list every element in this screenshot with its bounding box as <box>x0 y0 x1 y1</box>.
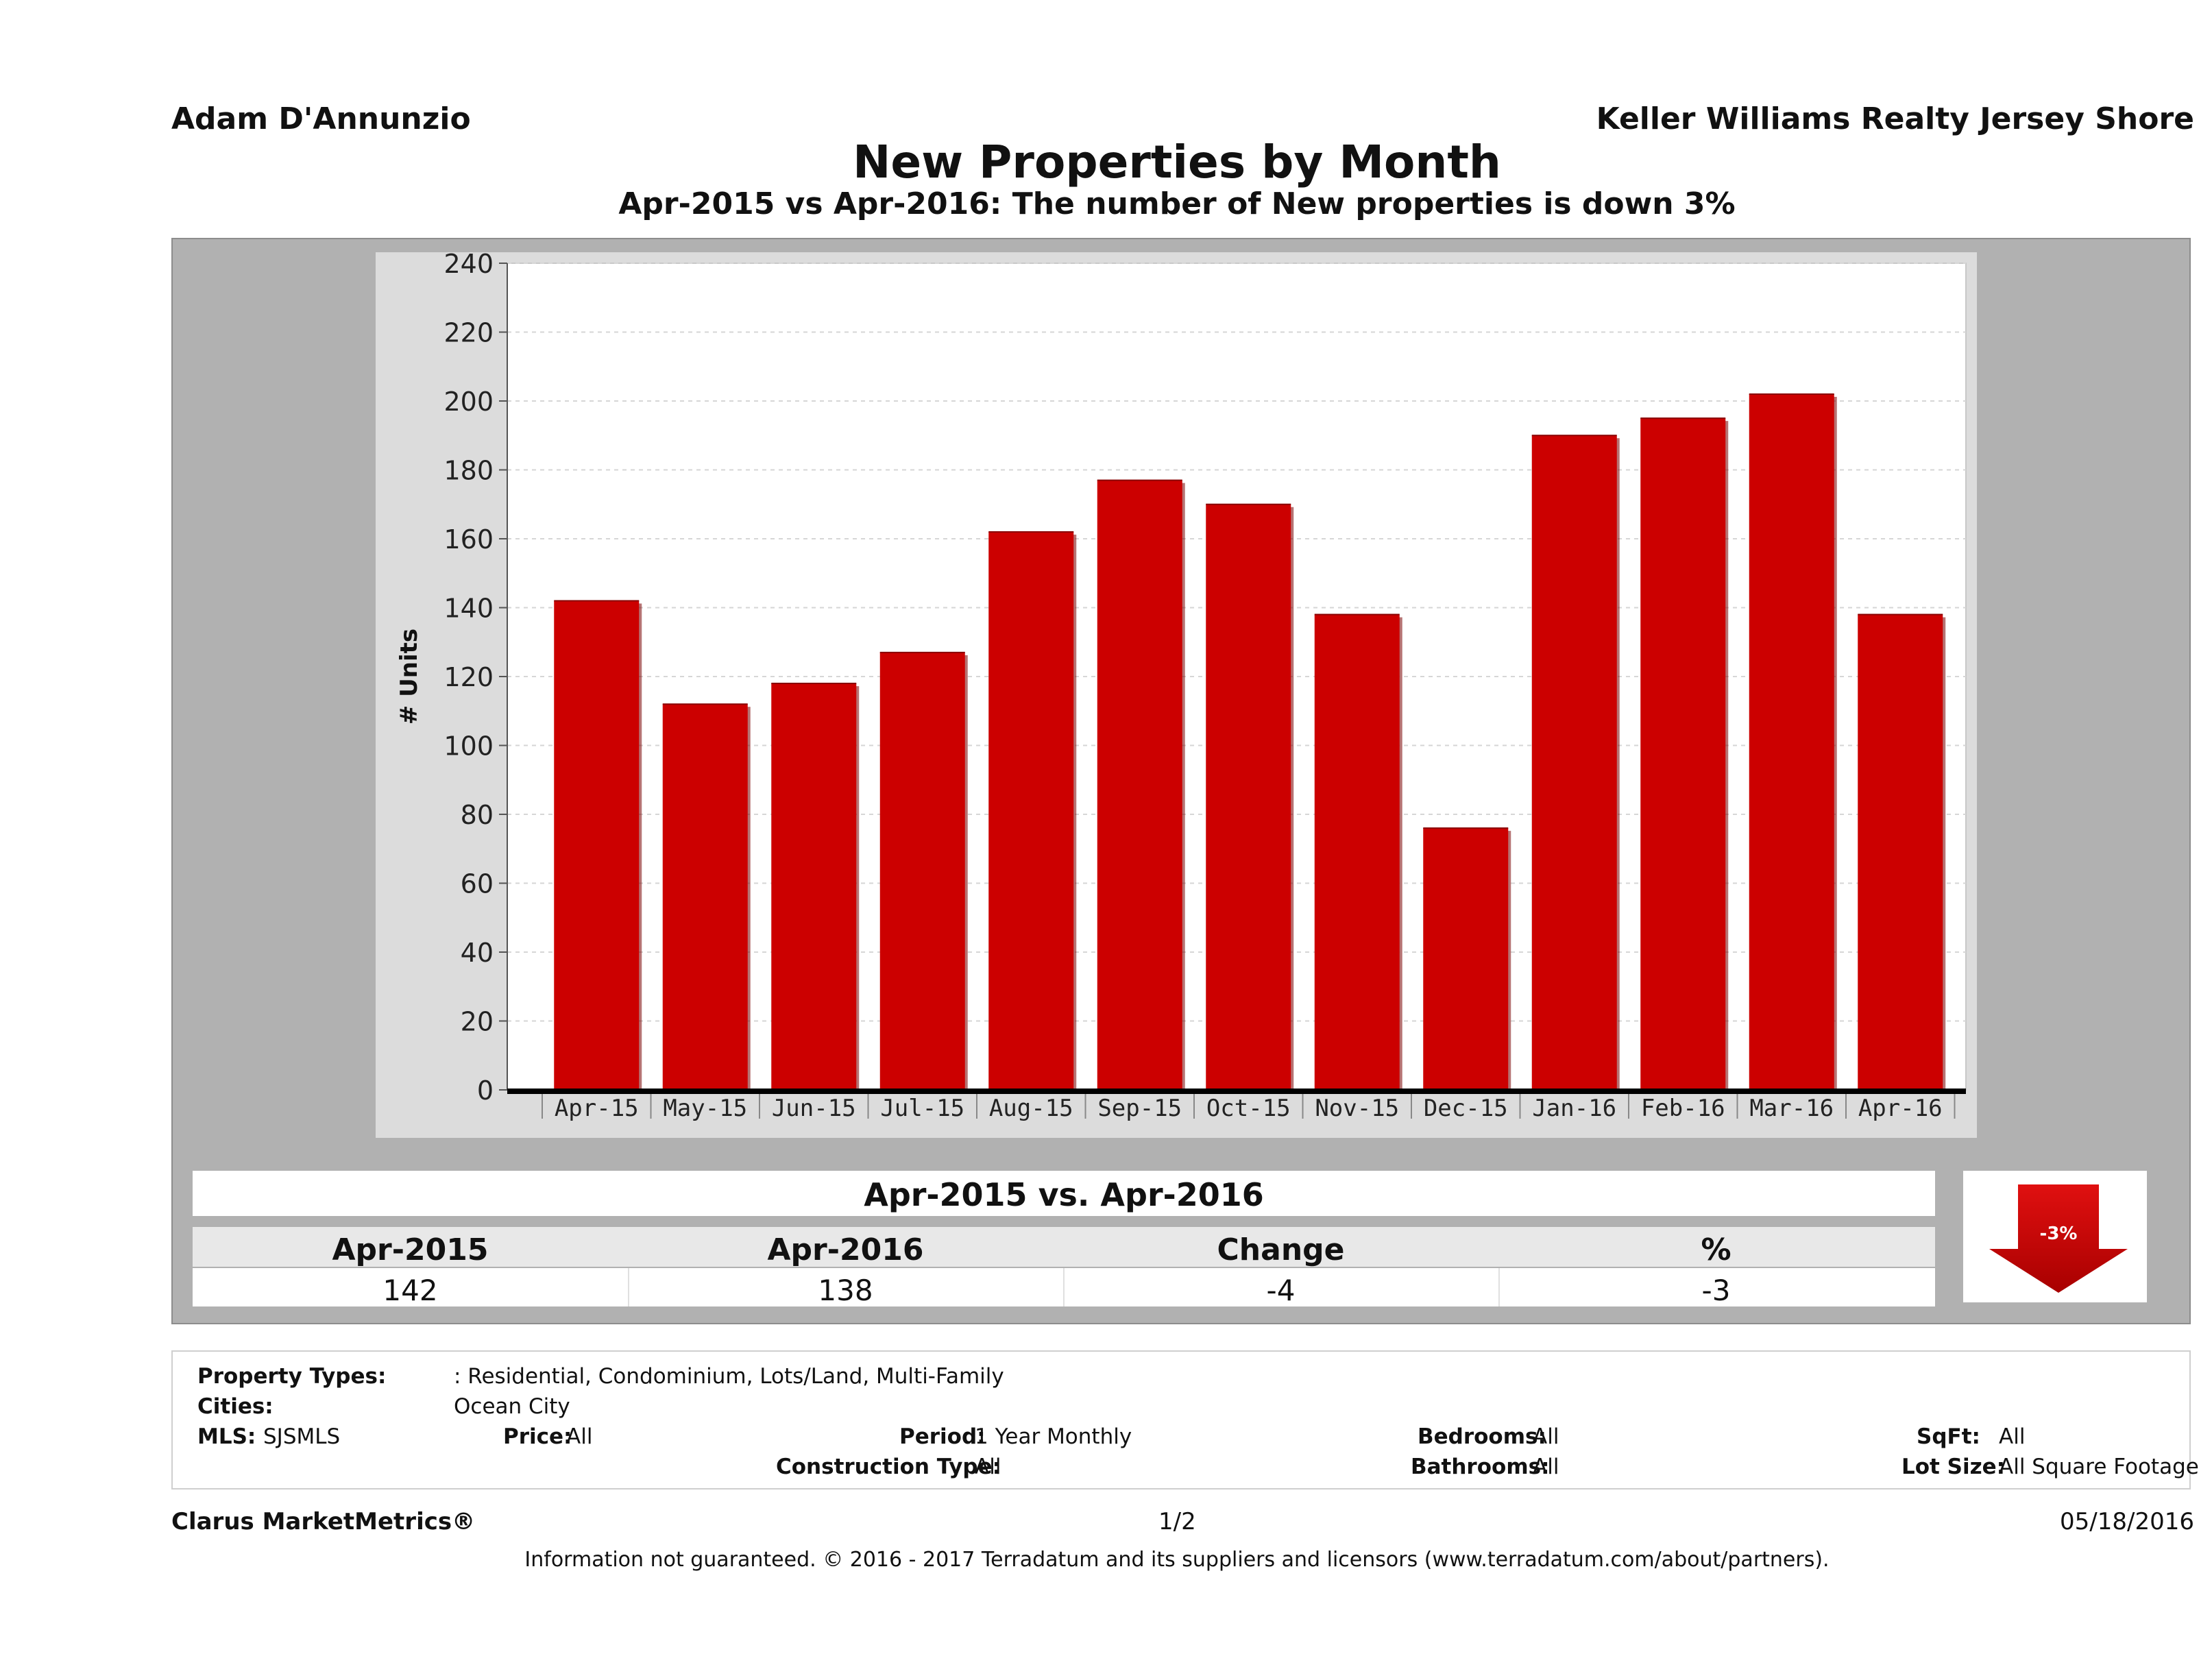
summary-heading-row: Apr-2015 vs. Apr-2016 <box>193 1171 1935 1216</box>
x-tick-label: Nov-15 <box>1315 1095 1399 1122</box>
bar <box>662 704 748 1090</box>
x-tick-label: Apr-15 <box>555 1095 639 1122</box>
footer-product: Clarus MarketMetrics® <box>171 1508 476 1535</box>
criteria-mls-label: MLS: <box>197 1424 256 1449</box>
criteria-construction-value: All <box>975 1455 1001 1479</box>
y-axis-label: # Units <box>396 629 423 725</box>
criteria-sqft-label: SqFt: <box>1917 1424 1980 1449</box>
summary-label-start: Apr-2015 <box>332 1232 489 1267</box>
x-tick-label: Mar-16 <box>1749 1095 1834 1122</box>
change-indicator-label: -3% <box>2040 1224 2078 1244</box>
bar <box>1206 504 1291 1090</box>
criteria-mls-value: SJSMLS <box>263 1424 341 1449</box>
summary-value-percent: -3 <box>1701 1274 1731 1307</box>
x-tick-label: May-15 <box>663 1095 747 1122</box>
bar <box>1531 435 1617 1090</box>
x-tick-label: Jun-15 <box>772 1095 856 1122</box>
y-tick-label: 220 <box>443 318 494 348</box>
summary-divider <box>1498 1268 1500 1306</box>
criteria-lotsize-label: Lot Size: <box>1901 1455 2006 1479</box>
y-tick-label: 200 <box>443 387 494 417</box>
page-title: New Properties by Month <box>853 136 1501 189</box>
summary-value-end: 138 <box>818 1274 873 1307</box>
criteria-price-value: All <box>566 1424 593 1449</box>
criteria-price-label: Price: <box>503 1424 572 1449</box>
summary-label-change: Change <box>1217 1232 1345 1267</box>
bar-chart: 0 20 40 60 80 100 120 140 160 180 200 220 240 # Units… <box>396 252 1967 1122</box>
x-tick-label: Feb-16 <box>1641 1095 1725 1122</box>
x-tick-label: Sep-15 <box>1097 1095 1182 1122</box>
y-tick-label: 40 <box>461 938 494 968</box>
criteria-cities-label: Cities: <box>197 1394 274 1419</box>
y-tick-label: 140 <box>443 594 494 624</box>
summary-label-end: Apr-2016 <box>767 1232 924 1267</box>
bar <box>1858 614 1943 1090</box>
bar <box>1749 393 1834 1090</box>
page-subtitle: Apr-2015 vs Apr-2016: The number of New … <box>618 186 1736 221</box>
y-tick-label: 0 <box>477 1075 494 1106</box>
criteria-sqft-value: All <box>1999 1424 2026 1449</box>
bar <box>771 683 857 1090</box>
x-tick-label: Aug-15 <box>989 1095 1073 1122</box>
criteria-property-types-value: : Residential, Condominium, Lots/Land, M… <box>454 1364 1004 1389</box>
bar <box>1423 828 1509 1090</box>
x-tick-label: Dec-15 <box>1424 1095 1508 1122</box>
criteria-construction-label: Construction Type: <box>776 1455 1001 1479</box>
y-tick-label: 100 <box>443 731 494 762</box>
criteria-bathrooms-value: All <box>1533 1455 1559 1479</box>
bar <box>1097 480 1182 1090</box>
footer-date: 05/18/2016 <box>2060 1508 2194 1535</box>
search-criteria-panel: Property Types: : Residential, Condomini… <box>171 1350 2199 1489</box>
criteria-bedrooms-value: All <box>1533 1424 1559 1449</box>
x-tick-label: Jul-15 <box>880 1095 964 1122</box>
criteria-period-label: Period: <box>899 1424 986 1449</box>
y-tick-label: 160 <box>443 524 494 555</box>
y-tick-label: 60 <box>461 869 494 899</box>
bar <box>1314 614 1400 1090</box>
criteria-bathrooms-label: Bathrooms: <box>1411 1455 1550 1479</box>
summary-divider <box>1063 1268 1065 1306</box>
bar <box>1640 418 1726 1090</box>
down-arrow-icon: -3% <box>1989 1184 2128 1293</box>
bar <box>879 652 965 1090</box>
x-tick-label: Oct-15 <box>1206 1095 1291 1122</box>
y-tick-label: 20 <box>461 1007 494 1037</box>
down-arrow-shape <box>1989 1184 2128 1293</box>
agent-name: Adam D'Annunzio <box>171 101 471 136</box>
summary-value-change: -4 <box>1266 1274 1296 1307</box>
y-tick-label: 180 <box>443 456 494 486</box>
brokerage-name: Keller Williams Realty Jersey Shore <box>1596 101 2194 136</box>
footer-page-number: 1/2 <box>1158 1508 1196 1535</box>
summary-table: Apr-2015 vs. Apr-2016 Apr-2015 Apr-2016 … <box>193 1171 1935 1307</box>
criteria-cities-value: Ocean City <box>454 1394 570 1419</box>
x-tick-label: Jan-16 <box>1532 1095 1616 1122</box>
summary-value-start: 142 <box>382 1274 438 1307</box>
summary-label-row: Apr-2015 Apr-2016 Change % <box>193 1227 1935 1267</box>
criteria-bedrooms-label: Bedrooms: <box>1418 1424 1546 1449</box>
criteria-lotsize-value: All Square Footage <box>1999 1455 2199 1479</box>
bar <box>554 600 640 1090</box>
summary-heading: Apr-2015 vs. Apr-2016 <box>864 1176 1264 1213</box>
footer-disclaimer: Information not guaranteed. © 2016 - 201… <box>524 1548 1830 1572</box>
criteria-period-value: 1 Year Monthly <box>975 1424 1132 1449</box>
x-tick-label: Apr-16 <box>1858 1095 1943 1122</box>
summary-label-percent: % <box>1701 1232 1731 1267</box>
bar <box>988 531 1074 1090</box>
y-tick-label: 240 <box>443 252 494 279</box>
y-tick-label: 80 <box>461 800 494 830</box>
y-tick-label: 120 <box>443 662 494 692</box>
criteria-property-types-label: Property Types: <box>197 1364 387 1389</box>
summary-divider <box>628 1268 629 1306</box>
